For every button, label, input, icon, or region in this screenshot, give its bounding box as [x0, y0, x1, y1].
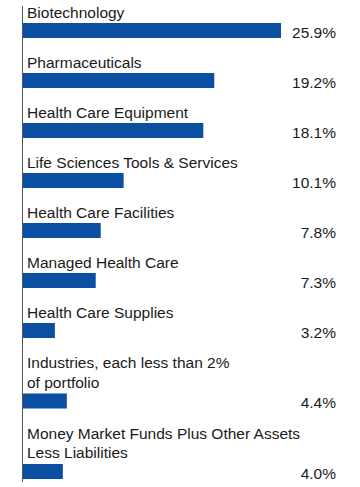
bar [23, 223, 101, 238]
category-label: Health Care Supplies [27, 304, 174, 321]
bars [23, 23, 281, 479]
category-label: Managed Health Care [27, 254, 179, 271]
bar [23, 323, 55, 338]
category-label: Health Care Equipment [27, 104, 189, 121]
bar [23, 173, 124, 188]
category-label: Industries, each less than 2%of portfoli… [27, 354, 230, 391]
bar [23, 23, 281, 38]
data-label: 10.1% [292, 174, 336, 191]
data-label: 25.9% [292, 24, 336, 41]
bar [23, 273, 96, 288]
category-label: Biotechnology [27, 4, 125, 21]
bar [23, 464, 63, 479]
category-label: Money Market Funds Plus Other AssetsLess… [27, 425, 300, 462]
data-label: 18.1% [292, 124, 336, 141]
data-label: 7.3% [301, 274, 337, 291]
data-label: 4.4% [301, 394, 337, 411]
bar [23, 394, 67, 409]
category-label: Health Care Facilities [27, 204, 175, 221]
bar [23, 123, 203, 138]
axis-line [22, 6, 23, 482]
data-label: 7.8% [301, 224, 337, 241]
data-label: 4.0% [301, 465, 337, 482]
data-label: 3.2% [301, 324, 337, 341]
category-label: Pharmaceuticals [27, 54, 142, 71]
labels: Biotechnology 25.9% Pharmaceuticals 19.2% He… [27, 4, 336, 482]
category-label: Life Sciences Tools & Services [27, 154, 238, 171]
bar [23, 73, 214, 88]
data-label: 19.2% [292, 74, 336, 91]
chart: Biotechnology 25.9% Pharmaceuticals 19.2% He… [0, 0, 360, 487]
